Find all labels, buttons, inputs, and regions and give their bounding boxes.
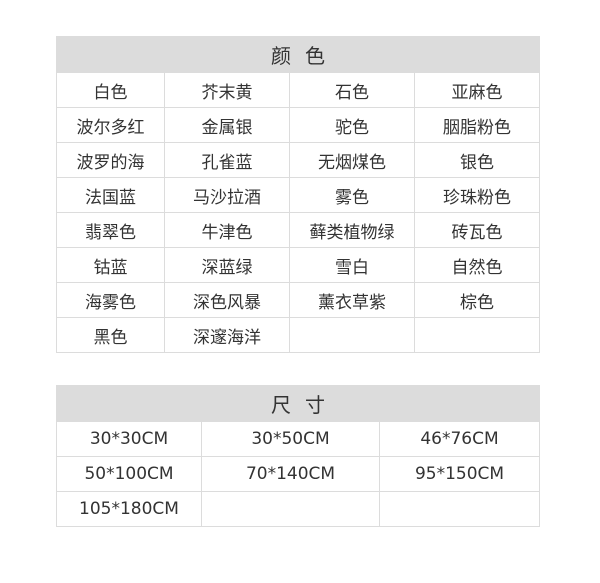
color-cell: 亚麻色 [414, 72, 540, 108]
color-cell: 藓类植物绿 [289, 212, 415, 248]
color-cell: 金属银 [164, 107, 290, 143]
size-cell: 105*180CM [56, 491, 202, 527]
color-cell: 波尔多红 [56, 107, 165, 143]
size-table-title: 尺寸 [55, 385, 541, 422]
color-cell: 棕色 [414, 282, 540, 318]
color-cell: 自然色 [414, 247, 540, 283]
table-row: 黑色 深邃海洋 [56, 317, 540, 353]
table-row: 30*30CM 30*50CM 46*76CM [56, 421, 541, 457]
table-row: 白色 芥末黄 石色 亚麻色 [56, 72, 540, 108]
size-cell: 50*100CM [56, 456, 202, 492]
color-table-title: 颜色 [56, 36, 540, 73]
color-cell: 孔雀蓝 [164, 142, 290, 178]
color-cell: 芥末黄 [164, 72, 290, 108]
color-cell: 薰衣草紫 [289, 282, 415, 318]
color-cell: 翡翠色 [56, 212, 165, 248]
table-row: 波尔多红 金属银 驼色 胭脂粉色 [56, 107, 540, 143]
color-cell: 钴蓝 [56, 247, 165, 283]
size-cell [201, 491, 380, 527]
color-cell [414, 317, 540, 353]
color-cell: 黑色 [56, 317, 165, 353]
color-cell: 珍珠粉色 [414, 177, 540, 213]
color-cell: 深邃海洋 [164, 317, 290, 353]
color-cell: 马沙拉酒 [164, 177, 290, 213]
size-cell: 30*30CM [56, 421, 202, 457]
table-row: 105*180CM [56, 491, 541, 527]
color-cell: 无烟煤色 [289, 142, 415, 178]
size-table: 尺寸 30*30CM 30*50CM 46*76CM 50*100CM 70*140CM… [55, 385, 541, 527]
table-row: 钴蓝 深蓝绿 雪白 自然色 [56, 247, 540, 283]
color-table: 颜色 白色 芥末黄 石色 亚麻色 波尔多红 金属银 驼色 胭脂粉色 波罗的海 孔雀蓝 无烟煤色 银色法… [56, 36, 540, 353]
color-cell: 法国蓝 [56, 177, 165, 213]
color-cell: 雪白 [289, 247, 415, 283]
color-cell: 波罗的海 [56, 142, 165, 178]
table-row: 海雾色 深色风暴 薰衣草紫 棕色 [56, 282, 540, 318]
size-cell: 46*76CM [378, 421, 541, 457]
color-cell: 深色风暴 [164, 282, 290, 318]
size-cell: 30*50CM [201, 421, 380, 457]
color-cell [289, 317, 415, 353]
table-row: 法国蓝 马沙拉酒 雾色 珍珠粉色 [56, 177, 540, 213]
table-row: 50*100CM 70*140CM 95*150CM [56, 456, 541, 492]
size-cell [378, 491, 541, 527]
color-cell: 银色 [414, 142, 540, 178]
color-cell: 海雾色 [56, 282, 165, 318]
color-cell: 石色 [289, 72, 415, 108]
color-cell: 胭脂粉色 [414, 107, 540, 143]
color-cell: 砖瓦色 [414, 212, 540, 248]
color-cell: 牛津色 [164, 212, 290, 248]
size-cell: 70*140CM [201, 456, 380, 492]
table-row: 翡翠色 牛津色 藓类植物绿 砖瓦色 [56, 212, 540, 248]
table-row: 波罗的海 孔雀蓝 无烟煤色 银色 [56, 142, 540, 178]
color-cell: 驼色 [289, 107, 415, 143]
color-cell: 白色 [56, 72, 165, 108]
color-cell: 深蓝绿 [164, 247, 290, 283]
size-cell: 95*150CM [378, 456, 541, 492]
color-cell: 雾色 [289, 177, 415, 213]
